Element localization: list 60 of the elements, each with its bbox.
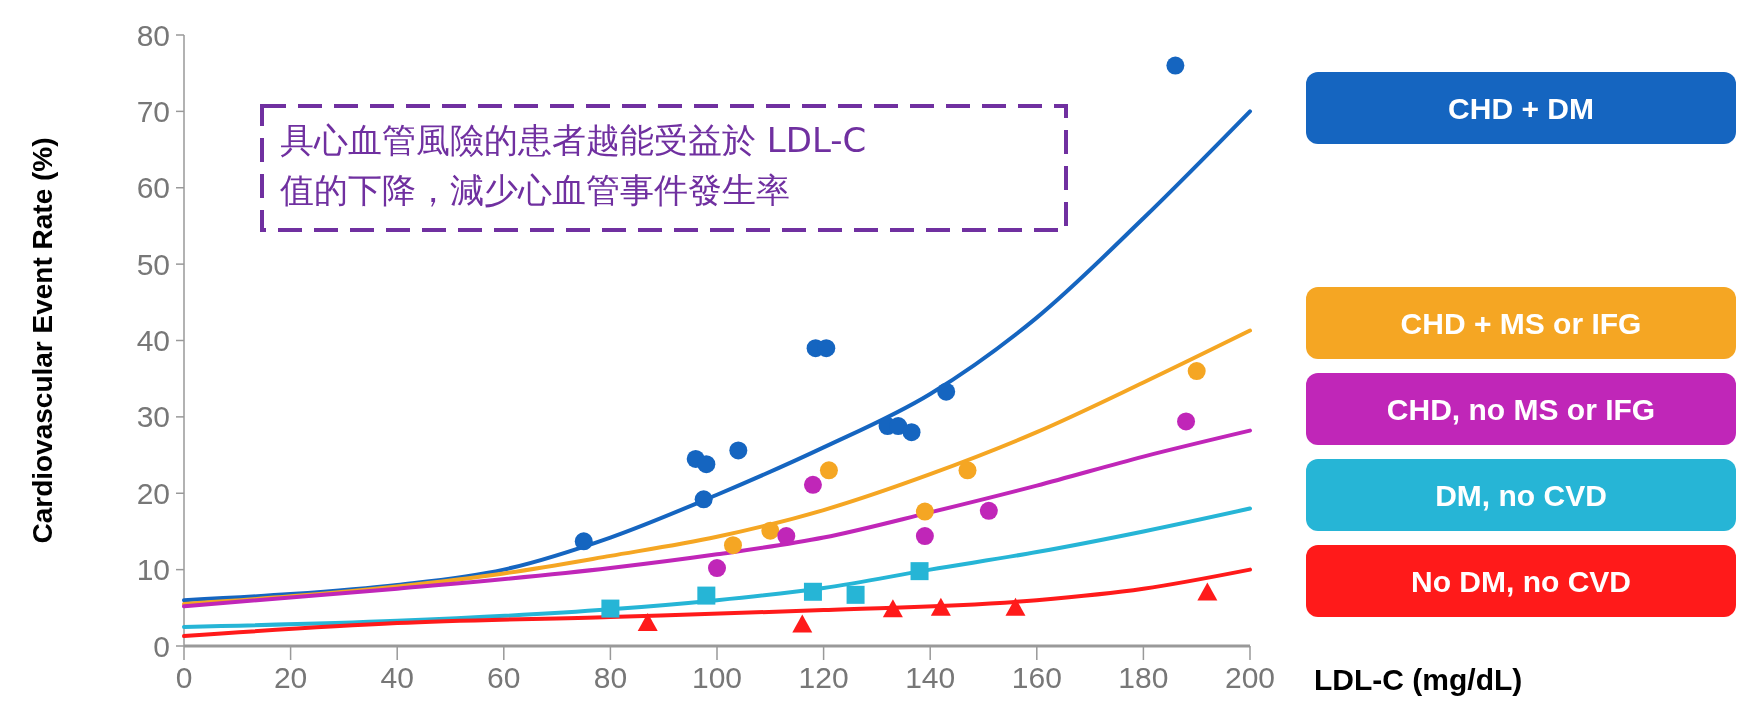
y-tick-label: 50 <box>136 247 170 281</box>
y-tick-label: 30 <box>136 400 170 434</box>
point <box>979 501 998 520</box>
x-axis-title: LDL-C (mg/dL) <box>1314 663 1523 696</box>
x-tick-label: 100 <box>691 661 743 694</box>
text: DM, no CVD <box>1435 478 1607 512</box>
point <box>803 475 822 494</box>
point <box>601 599 620 618</box>
point <box>882 599 903 618</box>
point <box>761 521 780 540</box>
x-tick-label: 160 <box>1011 661 1062 694</box>
x-tick-label: 40 <box>380 661 414 694</box>
point <box>723 536 742 555</box>
point <box>902 423 921 442</box>
text: CHD + MS or IFG <box>1400 306 1642 340</box>
y-tick-label: 10 <box>136 553 170 587</box>
point <box>910 562 929 581</box>
point <box>915 527 934 546</box>
point <box>1187 362 1206 381</box>
x-tick-label: 20 <box>273 661 308 694</box>
y-tick-label: 70 <box>136 94 170 128</box>
point <box>697 455 716 474</box>
x-tick-label: 200 <box>1224 661 1276 694</box>
point <box>846 585 865 604</box>
line-series <box>182 567 1252 639</box>
y-tick-label: 40 <box>136 324 170 357</box>
point <box>1177 412 1196 431</box>
point <box>930 597 951 616</box>
y-tick-label: 80 <box>136 18 170 52</box>
y-axis-title: Cardiovascular Event Rate (%) <box>27 137 58 544</box>
point <box>937 382 956 401</box>
y-tick-label: 60 <box>136 171 170 205</box>
point <box>694 490 713 509</box>
point <box>1166 56 1185 75</box>
y-tick-label: 0 <box>153 629 170 663</box>
x-tick-label: 120 <box>798 661 849 694</box>
text: No DM, no CVD <box>1411 564 1631 598</box>
point <box>637 613 658 632</box>
x-tick-label: 60 <box>487 661 521 694</box>
point <box>1005 597 1026 616</box>
point <box>803 582 822 601</box>
text: CHD + DM <box>1448 91 1594 125</box>
point <box>708 559 726 578</box>
point <box>697 586 716 605</box>
x-tick-label: 180 <box>1118 661 1169 694</box>
point <box>729 441 748 460</box>
point <box>1197 582 1218 601</box>
point <box>574 532 593 551</box>
point <box>819 461 838 480</box>
x-tick-label: 0 <box>175 661 193 694</box>
point <box>792 614 813 633</box>
y-tick-label: 20 <box>136 476 170 510</box>
line-series <box>182 506 1252 629</box>
line-series <box>182 428 1252 609</box>
text: CHD, no MS or IFG <box>1386 392 1656 426</box>
annotation: 具心血管風險的患者越能受益於 LDL-C 值的下降，減少心血管事件發生率 <box>280 120 867 210</box>
point <box>958 461 977 480</box>
point <box>915 502 934 521</box>
x-tick-label: 140 <box>905 661 956 694</box>
x-tick-label: 80 <box>593 661 628 694</box>
